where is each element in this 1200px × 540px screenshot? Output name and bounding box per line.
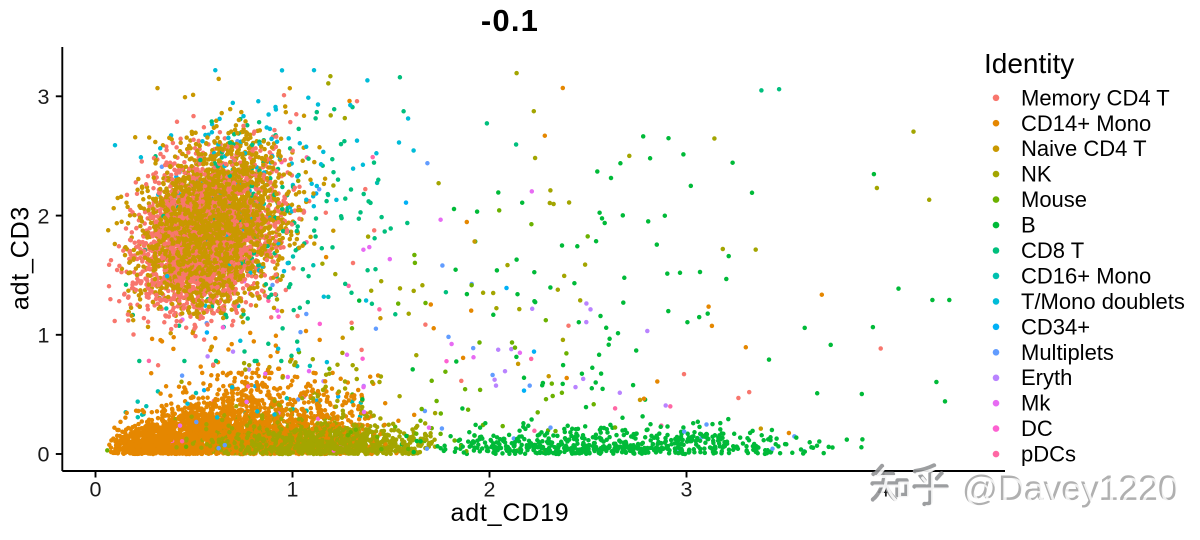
- svg-text:T/Mono doublets: T/Mono doublets: [1021, 289, 1185, 314]
- svg-text:2: 2: [38, 204, 50, 228]
- svg-text:0: 0: [90, 478, 102, 502]
- svg-text:Mk: Mk: [1021, 391, 1051, 416]
- svg-text:-0.1: -0.1: [481, 3, 539, 38]
- svg-text:DC: DC: [1021, 416, 1053, 441]
- svg-text:adt_CD19: adt_CD19: [451, 499, 570, 527]
- svg-text:Naive CD4 T: Naive CD4 T: [1021, 136, 1147, 161]
- svg-text:2: 2: [484, 478, 496, 502]
- svg-text:B: B: [1021, 213, 1036, 238]
- svg-text:Identity: Identity: [984, 48, 1074, 79]
- svg-text:CD34+: CD34+: [1021, 314, 1090, 339]
- svg-text:Multiplets: Multiplets: [1021, 340, 1114, 365]
- svg-text:Eryth: Eryth: [1021, 365, 1072, 390]
- svg-text:3: 3: [681, 478, 693, 502]
- svg-text:@Davey1220: @Davey1220: [964, 471, 1180, 511]
- svg-text:CD8 T: CD8 T: [1021, 238, 1084, 263]
- svg-text:1: 1: [287, 478, 299, 502]
- svg-text:Memory CD4 T: Memory CD4 T: [1021, 85, 1170, 110]
- svg-text:adt_CD3: adt_CD3: [7, 206, 35, 310]
- svg-text:3: 3: [38, 85, 50, 109]
- svg-text:pDCs: pDCs: [1021, 442, 1076, 467]
- svg-text:@Davey1220: @Davey1220: [962, 468, 1178, 508]
- svg-text:Mouse: Mouse: [1021, 187, 1087, 212]
- svg-text:CD14+ Mono: CD14+ Mono: [1021, 111, 1151, 136]
- svg-text:0: 0: [38, 443, 50, 467]
- svg-text:CD16+ Mono: CD16+ Mono: [1021, 263, 1151, 288]
- svg-text:NK: NK: [1021, 162, 1052, 187]
- svg-text:1: 1: [38, 324, 50, 348]
